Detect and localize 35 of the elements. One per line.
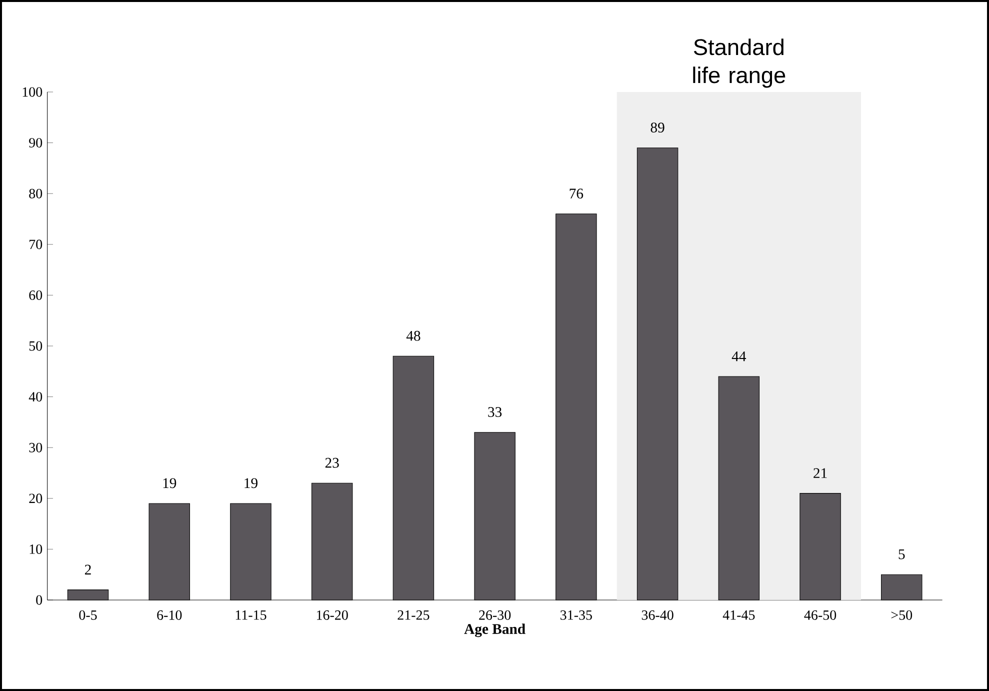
y-tick-label: 60 [29, 290, 42, 300]
y-tick-label: 70 [30, 240, 42, 250]
y-tick-label: 0 [36, 595, 42, 605]
x-tick-label: 46-50 [804, 610, 836, 620]
data-label: 48 [406, 330, 420, 341]
data-label: 2 [84, 564, 91, 574]
x-tick-label: 0-5 [79, 610, 97, 620]
y-tick-label: 30 [29, 442, 42, 452]
data-label: 33 [488, 407, 502, 417]
x-tick-label: 6-10 [157, 610, 182, 620]
y-tick-label: 80 [29, 188, 42, 198]
x-tick-label: 16-20 [317, 610, 348, 620]
x-tick-label: >50 [891, 610, 912, 620]
x-tick-label: 36-40 [642, 610, 674, 620]
y-tick-label: 20 [29, 494, 42, 504]
data-label: 5 [898, 549, 905, 560]
data-label: 19 [244, 478, 258, 488]
x-tick-label: 26-30 [479, 610, 511, 620]
y-tick-label: 40 [28, 392, 42, 402]
x-tick-label: 11-15 [236, 610, 266, 620]
data-label: 23 [325, 458, 339, 468]
y-tick-label: 90 [29, 138, 42, 148]
data-label: 44 [732, 351, 746, 362]
band-label: Standard life range [693, 38, 786, 88]
x-tick-label: 31-35 [560, 610, 592, 620]
y-tick-label: 10 [30, 544, 42, 554]
x-axis-title: Age Band [464, 624, 526, 638]
data-label: 21 [814, 468, 827, 478]
x-tick-label: 41-45 [722, 610, 755, 620]
data-label: 76 [570, 188, 584, 199]
y-tick-label: 50 [29, 341, 42, 351]
data-label: 19 [163, 478, 176, 488]
data-label: 89 [650, 122, 664, 132]
y-tick-label: 100 [22, 87, 42, 97]
x-tick-label: 21-25 [398, 610, 430, 620]
